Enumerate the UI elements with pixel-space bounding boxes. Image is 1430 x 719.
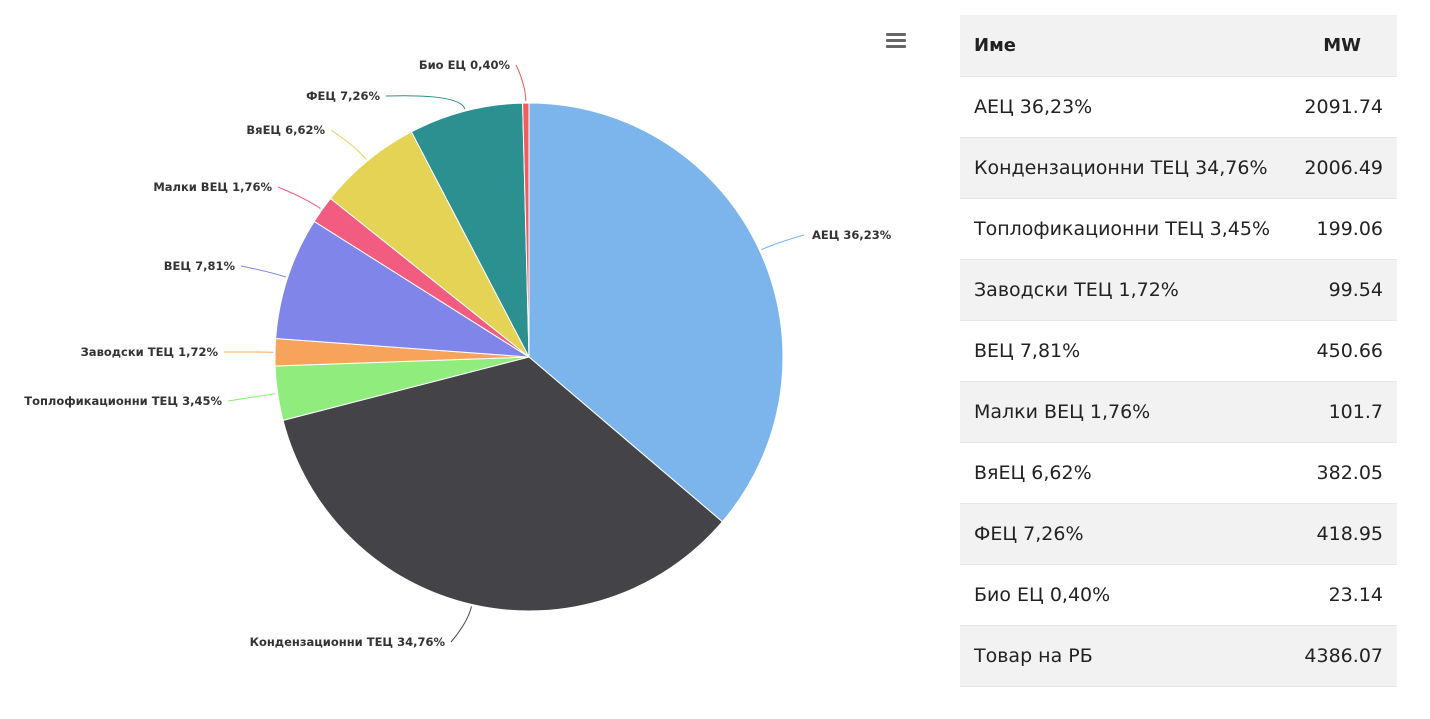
- table-row: Малки ВЕЦ 1,76% 101.7: [960, 381, 1397, 442]
- row-mw: 2006.49: [1304, 156, 1383, 179]
- table-row: ВЕЦ 7,81% 450.66: [960, 320, 1397, 381]
- pie-chart-area: АЕЦ 36,23% Кондензационни ТЕЦ 34,76% Топло…: [24, 28, 910, 649]
- row-mw: 23.14: [1328, 583, 1383, 606]
- row-name: АЕЦ 36,23%: [974, 95, 1093, 118]
- pie-label: ФЕЦ 7,26%: [306, 89, 380, 103]
- table-row: ВяЕЦ 6,62% 382.05: [960, 442, 1397, 503]
- table-row: Заводски ТЕЦ 1,72% 99.54: [960, 259, 1397, 320]
- row-name: Заводски ТЕЦ 1,72%: [974, 278, 1179, 301]
- row-name: ВЕЦ 7,81%: [974, 339, 1081, 362]
- pie-slice[interactable]: [275, 220, 530, 358]
- row-mw: 101.7: [1328, 400, 1383, 423]
- header-mw: MW: [1323, 34, 1361, 56]
- table-row: ФЕЦ 7,26% 418.95: [960, 503, 1397, 564]
- row-mw: 450.66: [1316, 339, 1383, 362]
- pie-connector: [761, 234, 805, 251]
- row-name: Товар на РБ: [974, 644, 1093, 667]
- pie-slice[interactable]: [528, 102, 784, 523]
- row-name: ФЕЦ 7,26%: [974, 522, 1084, 545]
- pie-connector: [330, 129, 367, 160]
- row-mw: 382.05: [1316, 461, 1383, 484]
- row-name: Топлофикационни ТЕЦ 3,45%: [974, 217, 1271, 240]
- row-mw: 418.95: [1316, 522, 1383, 545]
- pie-chart: АЕЦ 36,23% Кондензационни ТЕЦ 34,76% Топло…: [24, 58, 892, 649]
- pie-label: ВяЕЦ 6,62%: [246, 123, 325, 137]
- pie-connector: [227, 393, 276, 402]
- pie-slice[interactable]: [522, 102, 530, 358]
- row-name: Био ЕЦ 0,40%: [974, 583, 1111, 606]
- pie-label: Малки ВЕЦ 1,76%: [153, 180, 272, 194]
- pie-label: ВЕЦ 7,81%: [164, 259, 236, 273]
- data-table: Име MW АЕЦ 36,23% 2091.74 Кондензационни…: [960, 15, 1397, 687]
- row-mw: 4386.07: [1304, 644, 1383, 667]
- hamburger-menu-icon[interactable]: [882, 28, 910, 54]
- pie-label: Кондензационни ТЕЦ 34,76%: [250, 635, 446, 649]
- row-name: ВяЕЦ 6,62%: [974, 461, 1092, 484]
- pie-label: Био ЕЦ 0,40%: [419, 58, 511, 72]
- row-mw: 99.54: [1328, 278, 1383, 301]
- row-mw: 2091.74: [1304, 95, 1383, 118]
- pie-slice[interactable]: [282, 356, 724, 612]
- table-row: Био ЕЦ 0,40% 23.14: [960, 564, 1397, 625]
- row-mw: 199.06: [1316, 217, 1383, 240]
- row-name: Кондензационни ТЕЦ 34,76%: [974, 156, 1268, 179]
- pie-label: АЕЦ 36,23%: [812, 228, 892, 242]
- table-row: Топлофикационни ТЕЦ 3,45% 199.06: [960, 198, 1397, 259]
- pie-connector: [515, 64, 527, 102]
- table-row: АЕЦ 36,23% 2091.74: [960, 76, 1397, 137]
- pie-connector: [385, 95, 466, 110]
- table-header-row: Име MW: [960, 15, 1397, 76]
- pie-connector: [450, 606, 472, 643]
- table-row-total: Товар на РБ 4386.07: [960, 625, 1397, 686]
- pie-connector: [240, 265, 286, 278]
- row-name: Малки ВЕЦ 1,76%: [974, 400, 1151, 423]
- pie-connector: [277, 186, 321, 209]
- pie-slice[interactable]: [410, 102, 530, 358]
- table-row: Кондензационни ТЕЦ 34,76% 2006.49: [960, 137, 1397, 198]
- pie-label: Заводски ТЕЦ 1,72%: [81, 345, 219, 359]
- pie-label: Топлофикационни ТЕЦ 3,45%: [24, 394, 222, 408]
- header-name: Име: [974, 34, 1016, 56]
